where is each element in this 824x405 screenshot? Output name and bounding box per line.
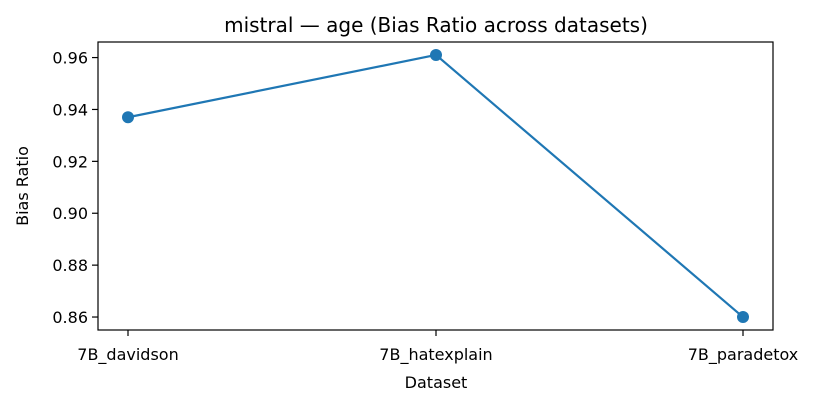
- series-line: [127, 53, 744, 318]
- data-point: [737, 311, 749, 324]
- x-tick-label: 7B_hatexplain: [379, 345, 492, 365]
- plot-area: [97, 41, 774, 331]
- y-axis-label: Bias Ratio: [13, 146, 32, 226]
- y-tick-label: 0.88: [52, 256, 88, 275]
- y-tick-label: 0.92: [52, 152, 88, 171]
- x-tick-label: 7B_davidson: [77, 345, 178, 365]
- y-tick-label: 0.86: [52, 308, 88, 327]
- x-axis-label: Dataset: [405, 373, 468, 392]
- chart-title: mistral — age (Bias Ratio across dataset…: [224, 13, 648, 37]
- y-tick-label: 0.90: [52, 204, 88, 223]
- series-layer: [122, 48, 749, 324]
- data-point: [430, 48, 442, 61]
- y-tick-label: 0.94: [52, 100, 88, 119]
- x-axis: 7B_davidson 7B_hatexplain 7B_paradetox: [77, 330, 798, 365]
- y-tick-label: 0.96: [52, 49, 88, 68]
- x-tick-label: 7B_paradetox: [688, 345, 799, 365]
- data-point: [122, 111, 134, 124]
- y-axis: 0.86 0.88 0.90 0.92 0.94 0.96: [52, 49, 98, 327]
